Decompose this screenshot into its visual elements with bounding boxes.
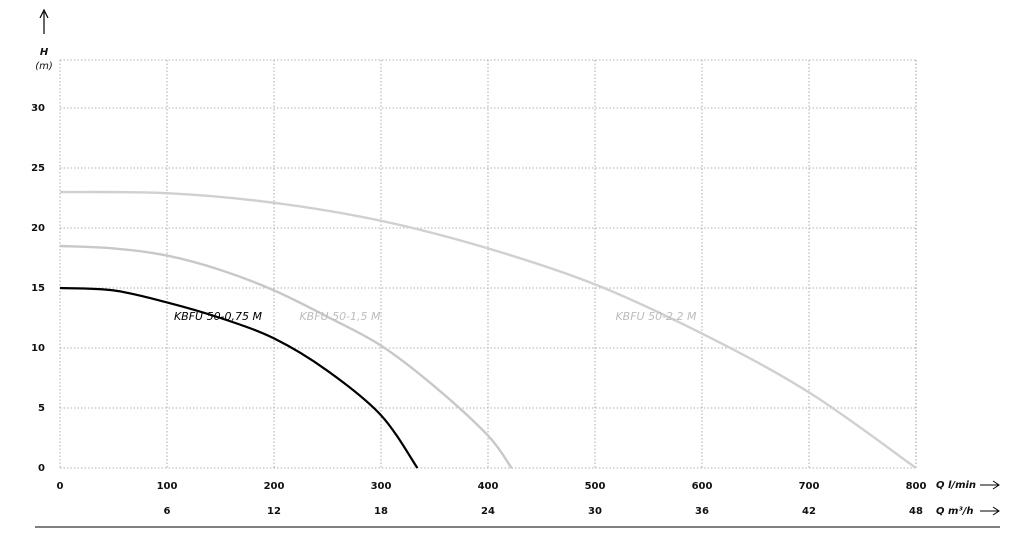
x-tick-label: 800 <box>906 481 927 492</box>
x2-tick-label: 18 <box>374 506 388 517</box>
x2-arrow <box>980 506 1000 516</box>
x2-tick-label: 48 <box>909 506 923 517</box>
x-tick-label: 600 <box>692 481 713 492</box>
pump-curve <box>59 286 419 469</box>
x2-tick-label: 36 <box>695 506 709 517</box>
x2-label: Q m³/h <box>936 506 974 517</box>
x-tick-label: 100 <box>157 481 178 492</box>
curve-label: KBFU 50-0,75 M <box>174 310 263 323</box>
y-tick-label: 20 <box>31 223 45 234</box>
y-tick-label: 10 <box>31 343 45 354</box>
pump-curve <box>59 244 513 469</box>
x-tick-label: 200 <box>264 481 285 492</box>
x-arrow <box>980 480 1000 490</box>
x2-tick-label: 30 <box>588 506 602 517</box>
y-tick-label: 30 <box>31 103 45 114</box>
x-tick-label: 700 <box>799 481 820 492</box>
curve-label: KBFU 50-2,2 M <box>615 310 697 323</box>
y-label: H <box>40 47 49 58</box>
x-tick-label: 300 <box>371 481 392 492</box>
curve-label: KBFU 50-1,5 M <box>299 310 381 323</box>
y-unit: (m) <box>35 61 53 72</box>
x2-tick-label: 12 <box>267 506 281 517</box>
y-tick-label: 5 <box>38 403 45 414</box>
y-tick-label: 0 <box>38 463 45 474</box>
y-tick-label: 15 <box>31 283 45 294</box>
x2-tick-label: 42 <box>802 506 816 517</box>
x-tick-label: 0 <box>57 481 64 492</box>
x-tick-label: 500 <box>585 481 606 492</box>
x-tick-label: 400 <box>478 481 499 492</box>
x2-tick-label: 6 <box>164 506 171 517</box>
x2-tick-label: 24 <box>481 506 495 517</box>
y-arrow-head <box>39 8 49 19</box>
pump-curve <box>59 190 917 469</box>
x-label: Q l/min <box>936 480 976 491</box>
y-tick-label: 25 <box>31 163 45 174</box>
